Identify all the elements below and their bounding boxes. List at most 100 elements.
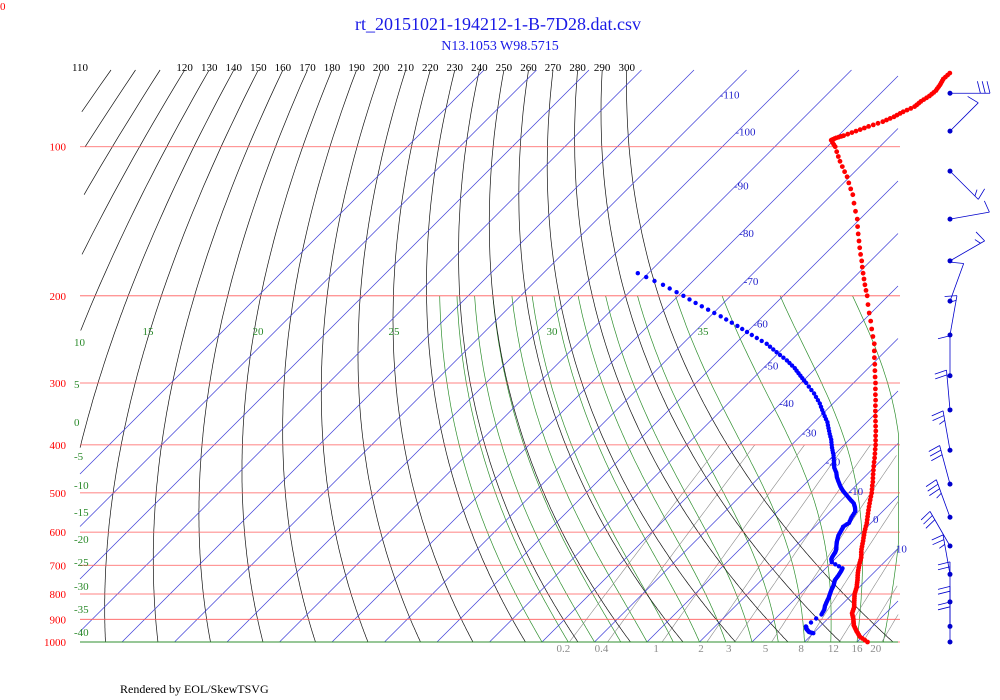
potential-temp-label: 170: [299, 62, 316, 74]
mixing-ratio-line: [661, 444, 805, 643]
isotherm-line: [79, 69, 485, 475]
temperature-point: [845, 131, 851, 137]
isotherm-label: -100: [735, 127, 756, 139]
temperature-point: [858, 252, 863, 257]
potential-temp-label: 210: [397, 62, 414, 74]
dewpoint-point: [667, 286, 672, 291]
isotherm-line: [856, 600, 899, 643]
dry-adiabat-line: [282, 69, 357, 643]
potential-temp-label: 180: [324, 62, 341, 74]
wind-barb: [920, 511, 953, 549]
dry-adiabat-line: [357, 69, 421, 643]
temperature-point: [908, 106, 914, 111]
temperature-point: [869, 483, 875, 488]
isotherm-line: [226, 69, 800, 643]
temperature-point: [862, 125, 867, 131]
wind-barb: [947, 81, 991, 96]
temperature-point: [868, 494, 874, 499]
isotherm-label: -60: [753, 319, 768, 331]
dewpoint-point: [774, 350, 779, 355]
dewpoint-point: [699, 304, 704, 309]
dry-adiabat-line: [458, 69, 579, 643]
dewpoint-point: [674, 290, 679, 295]
axis-labels: 1002003004005006007008009001000-110-100-…: [44, 62, 907, 655]
isotherm-label: 0: [873, 514, 879, 526]
dry-adiabat-line: [600, 69, 841, 643]
potential-temp-label: 220: [422, 62, 439, 74]
isotherm-line: [804, 548, 899, 643]
dry-adiabat-line: [241, 69, 333, 643]
potential-temp-label: 150: [250, 62, 267, 74]
temperature-point: [853, 128, 859, 134]
mixing-ratio-label: 8: [798, 643, 804, 655]
temperature-point: [865, 302, 871, 307]
temperature-point: [872, 451, 878, 457]
dewpoint-point: [803, 624, 809, 629]
temperature-point: [870, 334, 876, 339]
moist-adiabat-left-label: 0: [74, 417, 80, 429]
wind-barb: [947, 200, 990, 222]
isotherm-label: -10: [848, 486, 863, 498]
moist-adiabat-line: [637, 295, 779, 643]
isotherm-label: -50: [764, 361, 779, 373]
temperature-point: [873, 397, 878, 403]
temperature-point: [854, 216, 860, 222]
temperature-point: [869, 486, 875, 492]
temperature-point: [837, 158, 843, 164]
temperature-point: [947, 70, 953, 76]
temperature-point: [875, 120, 881, 126]
isotherm-line: [121, 69, 695, 643]
dewpoint-point: [784, 358, 790, 363]
temperature-point: [868, 318, 874, 324]
dewpoint-point: [740, 326, 745, 332]
moist-adiabat-top-label: 35: [698, 326, 710, 338]
temperature-point: [844, 174, 850, 180]
mixing-ratio-label: 20: [870, 643, 882, 655]
temperature-point: [872, 455, 877, 461]
wind-barb: [928, 445, 953, 487]
moist-adiabat-left-label: 10: [74, 337, 86, 349]
dry-adiabat-line: [80, 69, 210, 331]
dewpoint-point: [809, 387, 814, 393]
isotherm-line: [489, 233, 899, 643]
dry-adiabat-line: [198, 69, 308, 643]
dry-adiabat-line: [79, 69, 235, 448]
isotherm-line: [174, 69, 747, 643]
mixing-ratio-line: [839, 549, 898, 643]
temperature-point: [871, 467, 876, 473]
temperature-point: [873, 386, 878, 392]
moist-adiabat-top-label: 30: [547, 326, 559, 338]
dewpoint-profile: [635, 271, 858, 636]
potential-temp-label: 260: [520, 62, 537, 74]
temperature-point: [857, 127, 863, 132]
isotherm-label: -30: [802, 428, 817, 440]
temperature-point: [835, 154, 841, 159]
temperature-point: [834, 149, 840, 155]
potential-temp-label: 250: [496, 62, 513, 74]
mixing-ratio-line: [862, 585, 898, 643]
isotherm-line: [646, 390, 899, 643]
moist-adiabat-left-label: -15: [74, 507, 89, 519]
mixing-ratio-label: 12: [828, 643, 839, 655]
isotherm-line: [384, 128, 899, 643]
temperature-point: [850, 192, 856, 198]
moist-adiabat-left-label: -35: [74, 604, 89, 616]
temperature-point: [900, 109, 906, 115]
dewpoint-point: [687, 297, 692, 302]
moist-adiabat-line: [492, 295, 622, 643]
temperature-point: [841, 133, 846, 139]
temperature-point: [864, 293, 870, 299]
temperature-point: [873, 392, 878, 398]
potential-temp-label: 120: [176, 62, 193, 74]
wind-barb: [944, 295, 958, 338]
temperature-point: [872, 361, 878, 367]
temperature-point: [871, 341, 877, 347]
moist-adiabat-left-label: -25: [74, 557, 89, 569]
temperature-point: [873, 428, 879, 434]
dry-adiabat-line: [626, 69, 894, 643]
isotherm-label: 10: [896, 544, 908, 556]
dewpoint-point: [724, 317, 729, 322]
temperature-point: [866, 310, 872, 316]
isotherm-line: [279, 69, 852, 643]
